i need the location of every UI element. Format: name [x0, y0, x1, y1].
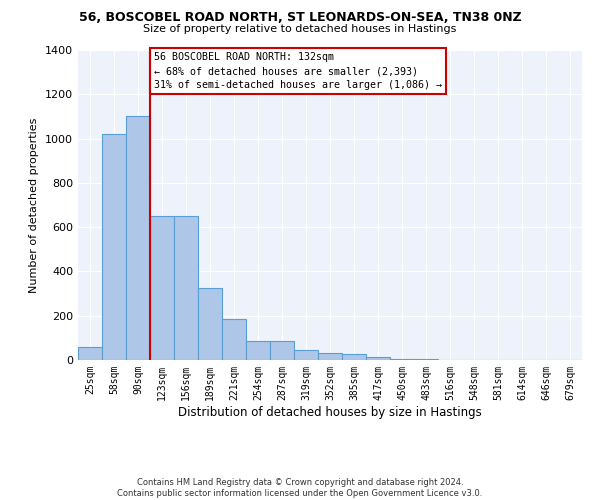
Bar — [102, 134, 126, 360]
Bar — [78, 346, 102, 360]
Bar — [150, 216, 174, 360]
Bar — [294, 350, 318, 360]
Bar — [198, 288, 222, 360]
Bar — [318, 354, 342, 360]
Text: 56, BOSCOBEL ROAD NORTH, ST LEONARDS-ON-SEA, TN38 0NZ: 56, BOSCOBEL ROAD NORTH, ST LEONARDS-ON-… — [79, 11, 521, 24]
Bar — [246, 341, 270, 360]
Bar — [366, 356, 390, 360]
Bar — [222, 319, 246, 360]
Text: 56 BOSCOBEL ROAD NORTH: 132sqm
← 68% of detached houses are smaller (2,393)
31% : 56 BOSCOBEL ROAD NORTH: 132sqm ← 68% of … — [154, 52, 442, 90]
Bar — [174, 216, 198, 360]
Text: Size of property relative to detached houses in Hastings: Size of property relative to detached ho… — [143, 24, 457, 34]
Bar — [126, 116, 150, 360]
Bar — [390, 359, 414, 360]
Text: Contains HM Land Registry data © Crown copyright and database right 2024.
Contai: Contains HM Land Registry data © Crown c… — [118, 478, 482, 498]
Y-axis label: Number of detached properties: Number of detached properties — [29, 118, 40, 292]
Bar — [270, 341, 294, 360]
X-axis label: Distribution of detached houses by size in Hastings: Distribution of detached houses by size … — [178, 406, 482, 418]
Bar — [342, 354, 366, 360]
